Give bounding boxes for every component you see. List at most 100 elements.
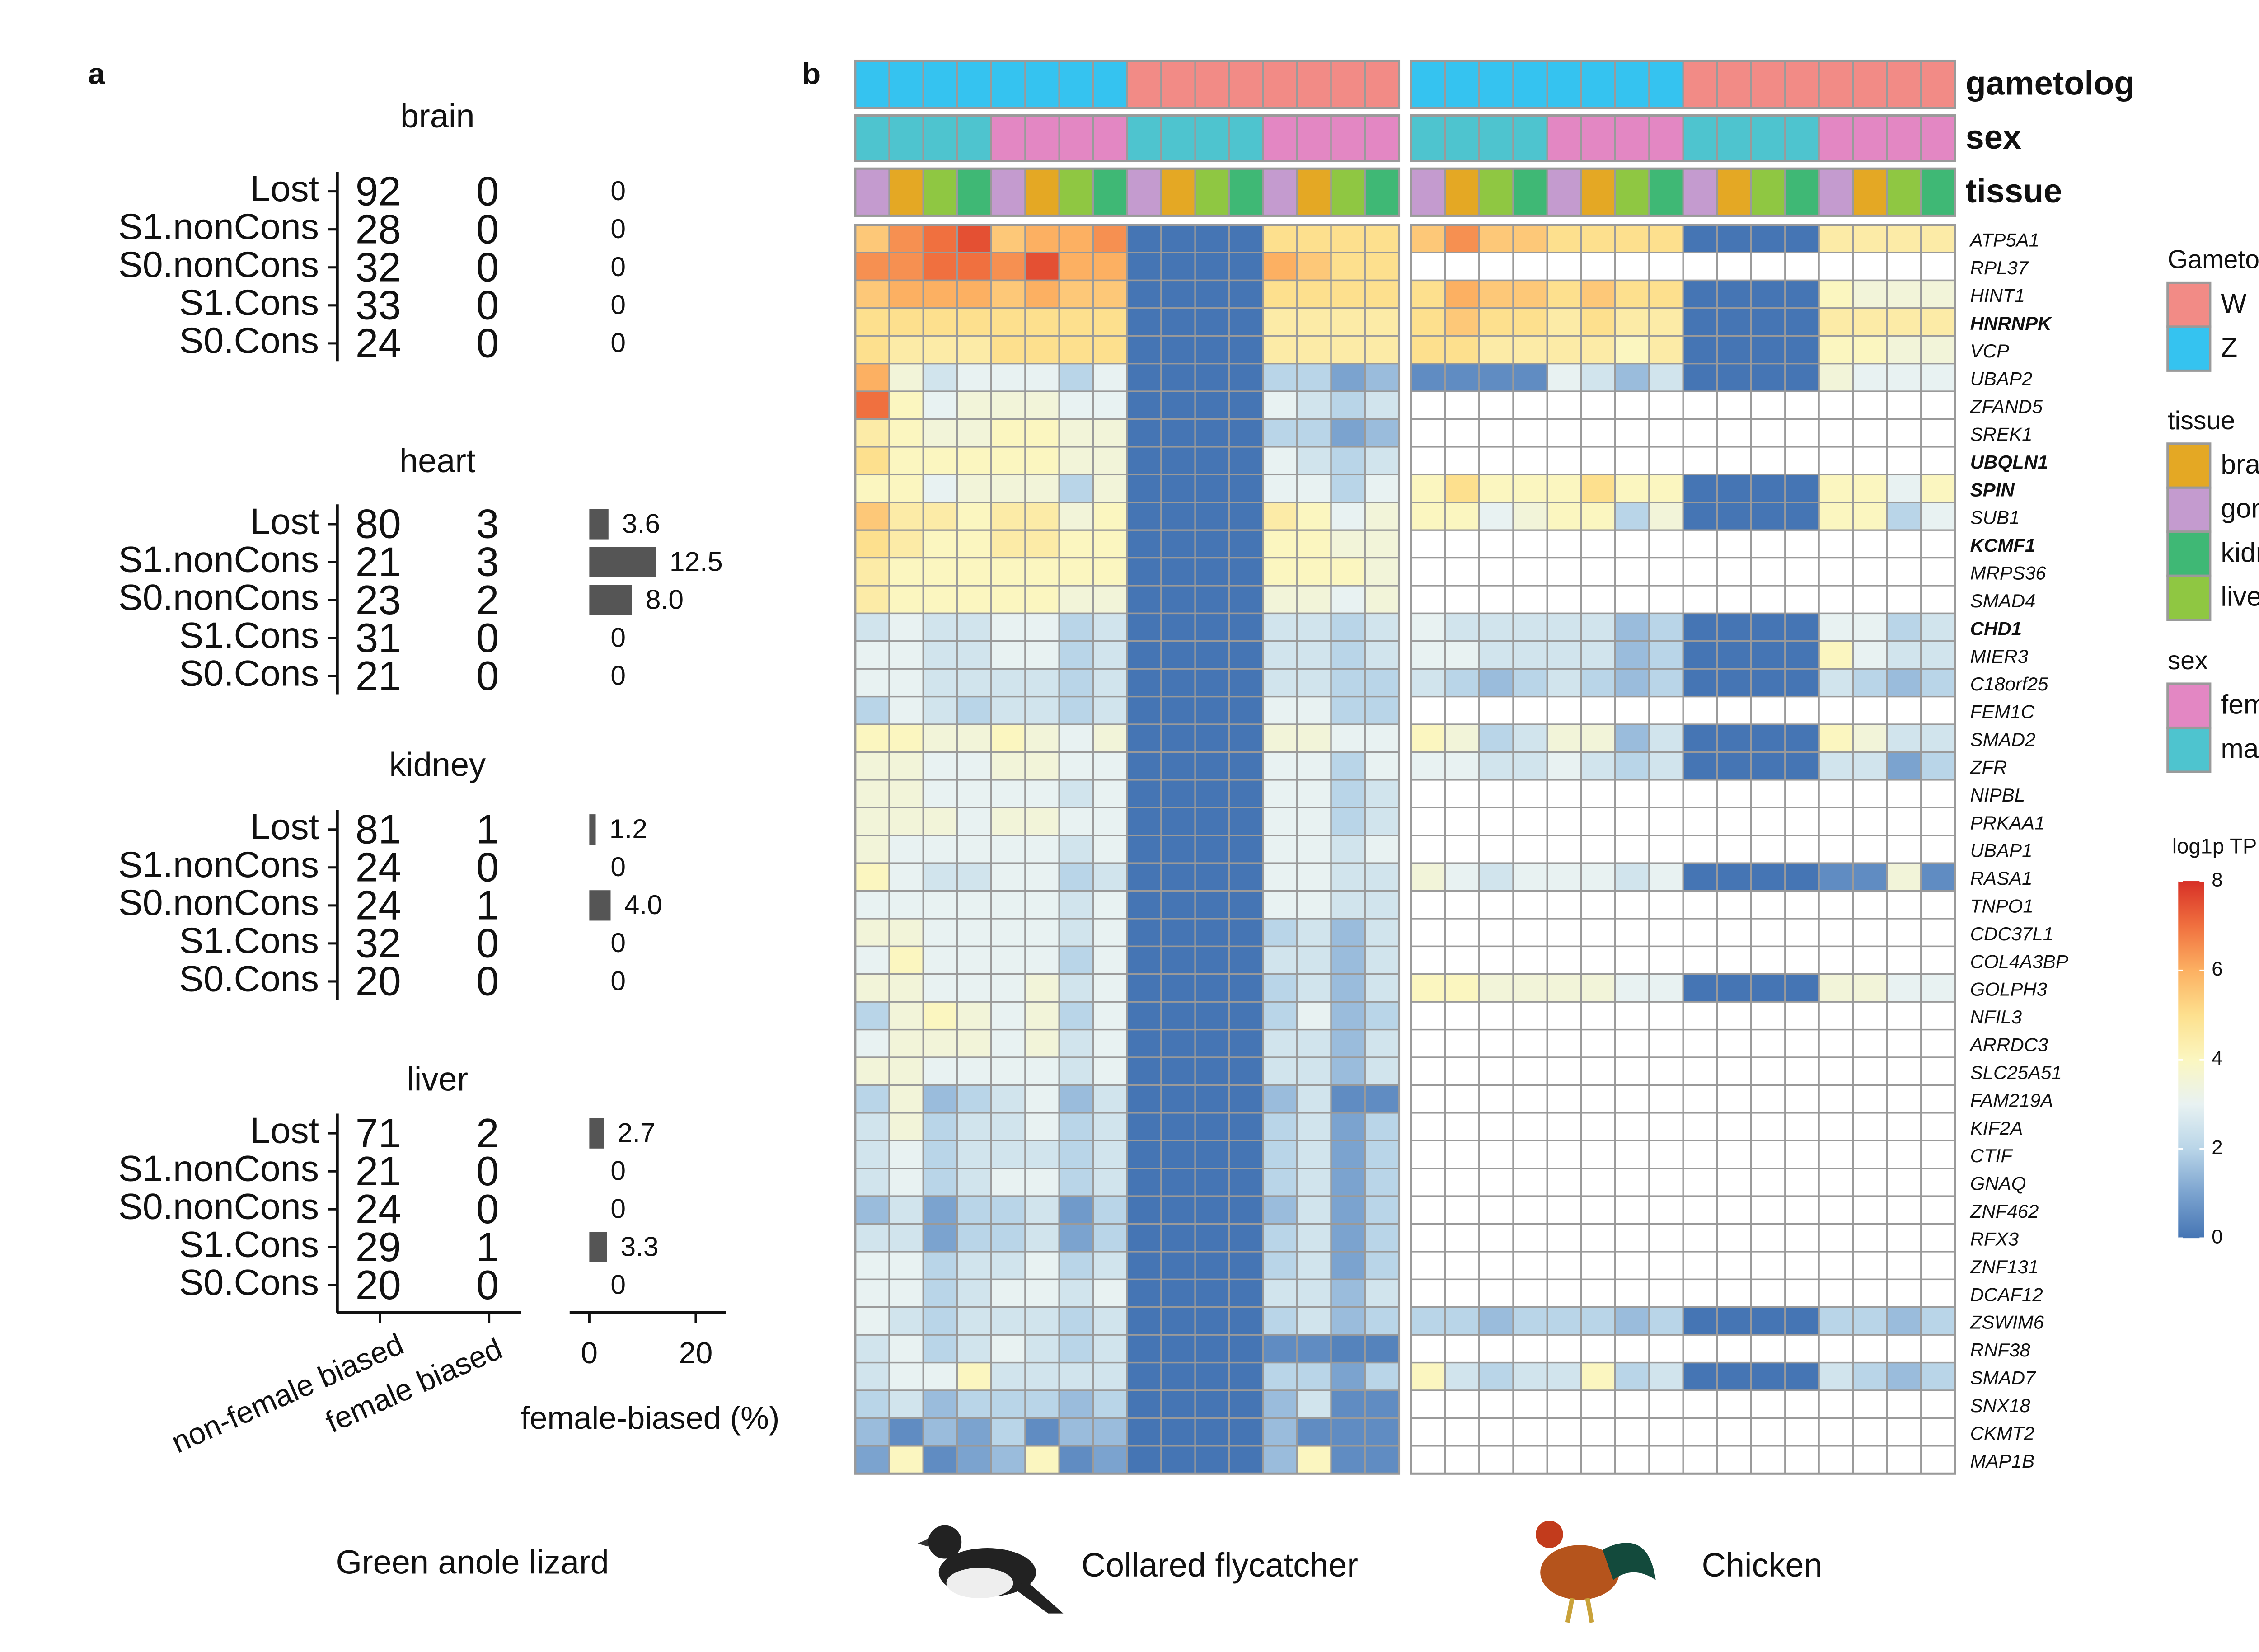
heatmap-cell [1614,640,1650,670]
heatmap-cell [1444,640,1480,670]
empty-cell [1444,1028,1480,1058]
heatmap-cell [1364,668,1400,698]
empty-cell [1886,418,1922,448]
empty-cell [1512,807,1548,836]
empty-cell [1784,918,1820,948]
heatmap-cell [1126,418,1162,448]
heatmap-cell [1262,1056,1298,1086]
heatmap-cell [1194,1389,1230,1419]
heatmap-cell [922,307,958,337]
empty-cell [1818,807,1854,836]
heatmap-cell [1648,1361,1684,1391]
heatmap-cell [1296,1223,1332,1253]
empty-cell [1478,918,1514,948]
heatmap-cell [1478,862,1514,892]
heatmap-cell [1092,779,1128,808]
heatmap-cell [990,751,1026,781]
heatmap-cell [956,668,992,698]
heatmap-cell [922,557,958,587]
heatmap-cell [1330,973,1366,1003]
heatmap-cell [1614,668,1650,698]
heatmap-cell [1194,1168,1230,1197]
empty-cell [1750,1334,1786,1364]
annotation-cell [1092,114,1128,162]
empty-cell [1784,585,1820,615]
annotation-cell [1648,168,1684,217]
heatmap-cell [1580,279,1616,309]
annotation-cell [854,168,890,217]
empty-cell [1818,1001,1854,1031]
empty-cell [1614,1028,1650,1058]
heatmap-cell [1160,973,1196,1003]
empty-cell [1546,446,1582,476]
heatmap-cell [1330,1028,1366,1058]
annotation-cell [1614,114,1650,162]
heatmap-cell [1410,723,1446,753]
empty-cell [1580,390,1616,420]
gene-label: ZNF131 [1970,1256,2039,1277]
empty-cell [1920,1417,1956,1447]
empty-cell [1784,1334,1820,1364]
heatmap-cell [888,945,924,975]
heatmap-cell [1024,474,1060,503]
empty-cell [1920,252,1956,282]
empty-cell [1444,890,1480,920]
heatmap-cell [1228,252,1264,282]
empty-cell [1648,252,1684,282]
heatmap-cell [1126,1389,1162,1419]
annotation-cell [1716,114,1752,162]
empty-cell [1852,1112,1888,1141]
empty-cell [1784,835,1820,864]
heatmap-cell [1262,945,1298,975]
annotation-cell [1126,114,1162,162]
heatmap-cell [1194,363,1230,392]
empty-cell [1410,418,1446,448]
empty-cell [1546,807,1582,836]
heatmap-cell [1330,1112,1366,1141]
heatmap-cell [1364,807,1400,836]
heatmap-cell [1024,307,1060,337]
heatmap-cell [1580,862,1616,892]
heatmap-cell [922,585,958,615]
count-label: 24 [356,845,401,890]
heatmap-cell [1194,1361,1230,1391]
heatmap-cell [1092,418,1128,448]
empty-cell [1920,779,1956,808]
empty-cell [1444,695,1480,725]
bar-value-label: 3.3 [621,1231,659,1262]
count-label: 24 [356,883,401,929]
empty-cell [1444,1140,1480,1169]
empty-cell [1784,446,1820,476]
empty-cell [1614,1223,1650,1253]
empty-cell [1818,1028,1854,1058]
heatmap-cell [1194,1334,1230,1364]
heatmap-cell [1682,279,1718,309]
empty-cell [1444,1389,1480,1419]
heatmap-cell [1262,390,1298,420]
heatmap-cell [990,807,1026,836]
heatmap-cell [1784,363,1820,392]
heatmap-cell [1750,862,1786,892]
heatmap-cell [1512,502,1548,531]
empty-cell [1750,1417,1786,1447]
empty-cell [1784,779,1820,808]
empty-cell [1682,252,1718,282]
annotation-label: gametolog [1966,65,2135,102]
heatmap-cell [1194,723,1230,753]
heatmap-cell [1296,1445,1332,1474]
heatmap-cell [854,474,890,503]
empty-cell [1444,557,1480,587]
heatmap-cell [854,252,890,282]
empty-cell [1580,1001,1616,1031]
heatmap-cell [1194,279,1230,309]
annotation-label: tissue [1966,172,2062,210]
gene-label: MIER3 [1970,646,2028,667]
gene-label: SPIN [1970,479,2015,500]
heatmap-cell [1194,529,1230,559]
heatmap-cell [1852,279,1888,309]
empty-cell [1682,1056,1718,1086]
heatmap-cell [1126,862,1162,892]
empty-cell [1852,945,1888,975]
heatmap-cell [888,279,924,309]
annotation-frame [854,167,1401,217]
